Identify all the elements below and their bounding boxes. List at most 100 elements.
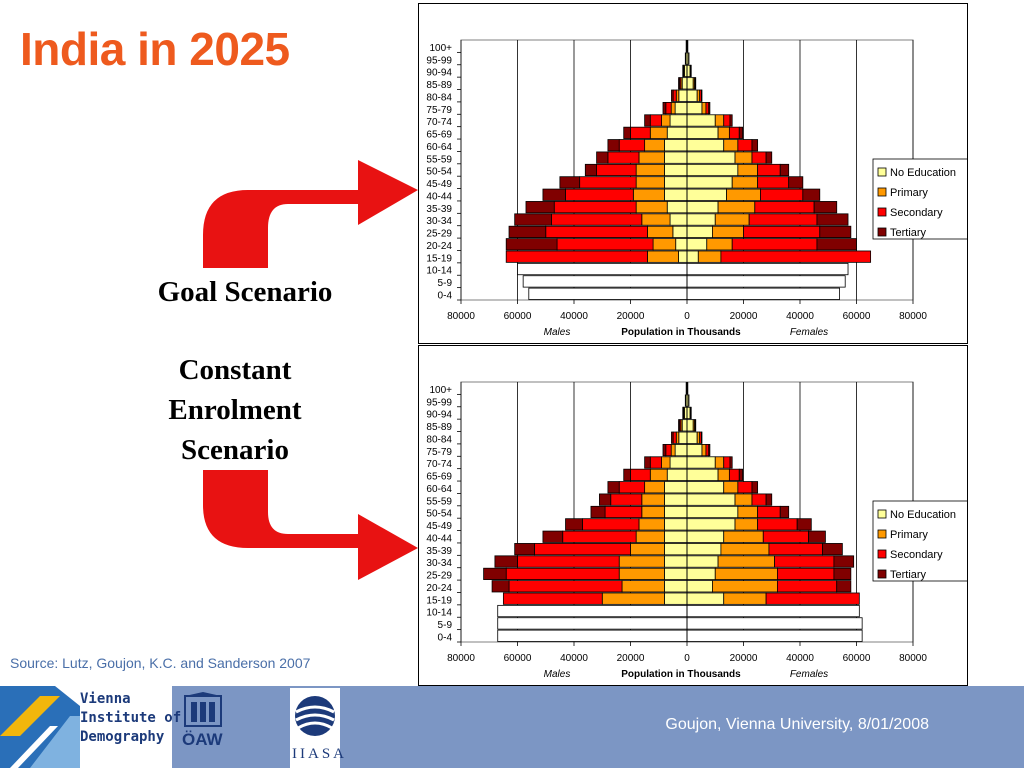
- age-group-label: 30-34: [426, 558, 452, 569]
- bar-male-tertiary: [678, 419, 680, 432]
- bar-female-no-education: [686, 431, 698, 444]
- bar-female-primary: [714, 114, 725, 127]
- bar-male-no-education: [672, 225, 688, 238]
- bar-male-primary: [618, 555, 665, 568]
- x-tick-label: 60000: [504, 653, 532, 664]
- bar-female-primary: [697, 250, 722, 263]
- footer-credit: Goujon, Vienna University, 8/01/2008: [665, 716, 929, 733]
- bar-male-tertiary: [623, 468, 631, 481]
- bar-male-no-education: [678, 250, 688, 263]
- bar-male-tertiary: [678, 77, 680, 90]
- age-group-label: 55-59: [426, 154, 452, 165]
- females-label: Females: [790, 327, 828, 338]
- x-tick-label: 40000: [786, 653, 814, 664]
- bar-male-primary: [635, 163, 665, 177]
- bar-female-tertiary: [701, 431, 703, 444]
- bar-female-secondary: [728, 126, 740, 139]
- bar-male-no-education: [678, 89, 688, 102]
- age-group-label: 100+: [429, 385, 452, 396]
- bar-female-primary: [701, 444, 707, 457]
- bar-male-secondary: [596, 163, 637, 177]
- males-label: Males: [544, 327, 571, 338]
- age-group-label: 45-49: [426, 521, 452, 532]
- bar-male-no-education: [497, 617, 688, 630]
- bar-female-no-education: [686, 213, 716, 226]
- bar-male-no-education: [674, 444, 688, 457]
- pyramid-chart-constant: 80000 60000 40000 20000 0 20000 40000 60000 8000…: [426, 381, 970, 680]
- iiasa-globe-icon: [295, 696, 335, 736]
- males-label: Males: [544, 669, 571, 680]
- age-group-label: 45-49: [426, 179, 452, 190]
- bar-male-tertiary: [596, 151, 609, 164]
- bar-female-secondary: [762, 530, 809, 543]
- bar-male-primary: [630, 543, 665, 556]
- bar-male-no-education: [663, 176, 688, 189]
- bar-female-secondary: [705, 444, 710, 457]
- bar-male-tertiary: [584, 163, 598, 177]
- bar-female-tertiary: [816, 213, 849, 226]
- bar-male-no-education: [663, 139, 688, 152]
- bar-male-tertiary: [542, 188, 566, 201]
- x-tick-label: 60000: [843, 311, 871, 322]
- legend-entry: No Education: [890, 167, 956, 179]
- oaw-crest-icon: [184, 692, 222, 727]
- bar-male-secondary: [630, 468, 651, 481]
- bar-female-tertiary: [738, 468, 744, 481]
- bar-male-no-education: [681, 419, 688, 432]
- bar-female-primary: [734, 151, 753, 164]
- footer-bar: Vienna Institute of Demography ÖAW IIASA…: [0, 686, 1024, 768]
- bar-male-tertiary: [671, 89, 674, 102]
- bar-male-primary: [635, 201, 668, 214]
- legend-swatch: [877, 207, 887, 217]
- age-group-label: 55-59: [426, 496, 452, 507]
- bar-male-tertiary: [542, 530, 564, 543]
- bar-male-tertiary: [565, 518, 583, 531]
- age-group-label: 30-34: [426, 216, 452, 227]
- arrow-to-constant-icon: [203, 470, 418, 580]
- bar-female-secondary: [757, 505, 781, 519]
- bar-male-primary: [641, 493, 665, 506]
- bar-male-no-education: [666, 201, 688, 214]
- bar-male-secondary: [618, 481, 646, 494]
- bar-male-secondary: [565, 188, 634, 201]
- bar-female-tertiary: [738, 126, 744, 139]
- age-group-label: 70-74: [426, 459, 452, 470]
- bar-female-primary: [717, 555, 775, 568]
- bar-male-no-education: [666, 468, 688, 481]
- age-group-label: 65-69: [426, 130, 452, 141]
- age-group-label: 10-14: [426, 608, 452, 619]
- bar-female-tertiary: [729, 456, 733, 469]
- goal-scenario-label: Goal Scenario: [157, 276, 333, 308]
- bar-male-secondary: [534, 543, 631, 556]
- bar-male-no-education: [497, 604, 688, 618]
- x-tick-label: 20000: [730, 653, 758, 664]
- legend-entry: Secondary: [890, 549, 943, 561]
- bar-male-primary: [649, 126, 668, 139]
- age-group-label: 25-29: [426, 229, 452, 240]
- scenario-line: Enrolment: [168, 394, 302, 426]
- chart-constant-scenario: 80000 60000 40000 20000 0 20000 40000 60000 8000…: [418, 345, 970, 686]
- x-tick-label: 80000: [899, 653, 927, 664]
- bar-female-tertiary: [813, 201, 838, 214]
- bar-female-tertiary: [765, 151, 773, 164]
- bar-female-secondary: [751, 151, 767, 164]
- scenario-line: Constant: [178, 354, 292, 386]
- iiasa-logo-text: IIASA: [292, 746, 347, 762]
- bar-male-no-education: [678, 431, 688, 444]
- legend-swatch: [877, 167, 887, 177]
- bar-male-no-education: [675, 238, 688, 251]
- vid-logo-line: Institute of: [80, 710, 182, 726]
- bar-male-primary: [661, 114, 671, 127]
- bar-female-primary: [723, 530, 764, 543]
- bar-male-no-education: [666, 126, 688, 139]
- legend-entry: Tertiary: [890, 227, 927, 239]
- bar-male-secondary: [556, 238, 654, 251]
- bar-male-primary: [638, 518, 665, 531]
- bar-male-primary: [661, 456, 671, 469]
- bar-female-secondary: [774, 555, 835, 568]
- bar-male-primary: [618, 567, 665, 580]
- bar-female-primary: [717, 201, 756, 214]
- bar-male-secondary: [579, 176, 637, 189]
- bar-female-no-education: [686, 555, 719, 568]
- legend-swatch: [877, 187, 887, 197]
